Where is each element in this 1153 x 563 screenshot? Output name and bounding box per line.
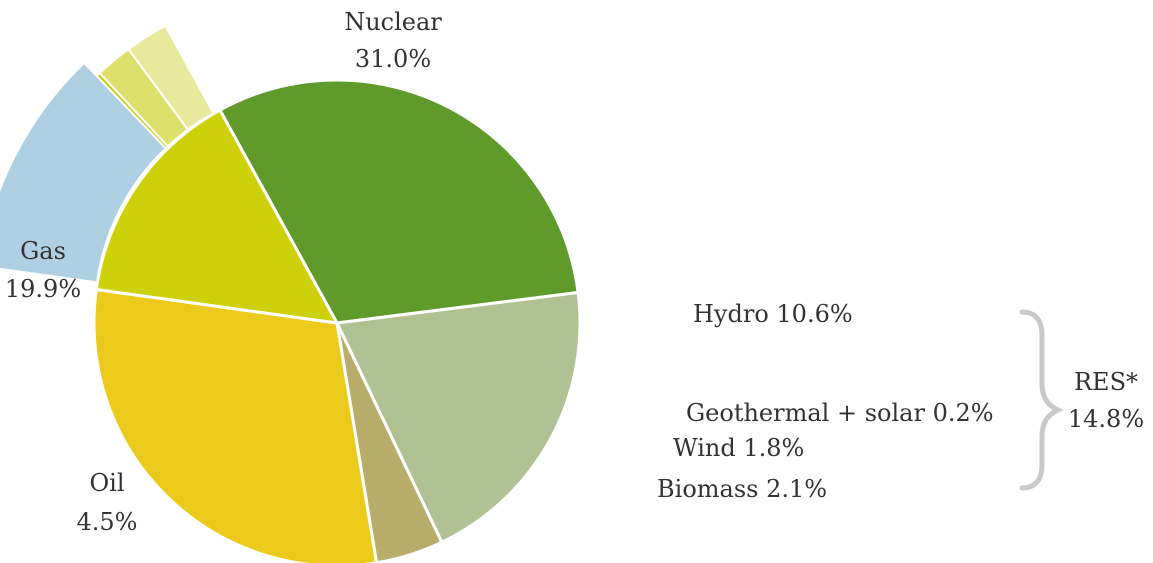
res-value-label: 14.8% [1068,405,1144,433]
gas-label: Gas [20,237,66,265]
hydro-label: Hydro 10.6% [693,300,853,328]
pie-slice-nuclear [218,78,580,325]
res-slice-hydro [0,61,168,284]
pie-slice-gas [335,291,582,544]
nuclear-value-label: 31.0% [355,45,431,73]
res-slice-biomass [127,24,215,132]
gas-value-label: 19.9% [5,275,81,303]
biomass-label: Biomass 2.1% [657,475,827,503]
geothermal-solar-label: Geothermal + solar 0.2% [686,399,994,427]
oil-label: Oil [89,469,124,497]
main-pie [92,78,582,563]
res-label: RES* [1074,368,1138,396]
res-breakdown [0,24,215,284]
wind-label: Wind 1.8% [673,434,804,462]
nuclear-label: Nuclear [344,8,442,36]
res-bracket [1019,309,1065,491]
pie-slice-unlabelled [92,288,379,563]
oil-value-label: 4.5% [77,508,138,536]
